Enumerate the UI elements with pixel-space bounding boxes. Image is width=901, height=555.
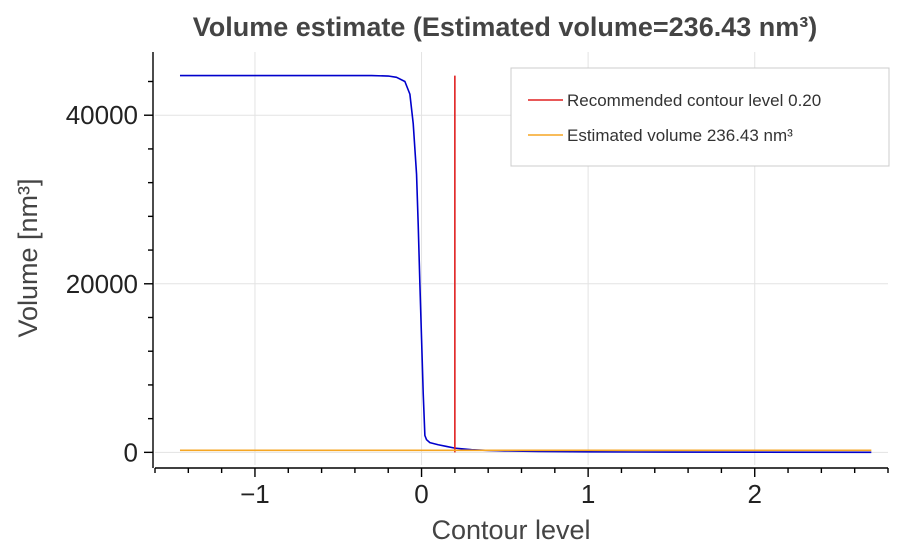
y-tick-label: 0 [124,437,138,467]
x-axis-label: Contour level [431,515,590,545]
legend-box [510,67,890,167]
x-tick-label: −1 [240,479,270,509]
x-tick-label: 0 [414,479,428,509]
y-tick-label: 40000 [66,100,138,130]
legend: Recommended contour level 0.20 Estimated… [510,67,890,167]
y-axis-label: Volume [nm³] [13,178,43,337]
series-volume-curve [179,74,872,454]
x-tick-label: 1 [581,479,595,509]
legend-label-recommended: Recommended contour level 0.20 [567,91,821,110]
y-tick-label: 20000 [66,269,138,299]
axis-layer: −1 0 1 2 0 20000 40000 [66,52,889,509]
x-tick-label: 2 [747,479,761,509]
chart-title: Volume estimate (Estimated volume=236.43… [193,12,817,42]
legend-label-estimated: Estimated volume 236.43 nm³ [567,126,793,145]
series-layer [179,74,872,454]
